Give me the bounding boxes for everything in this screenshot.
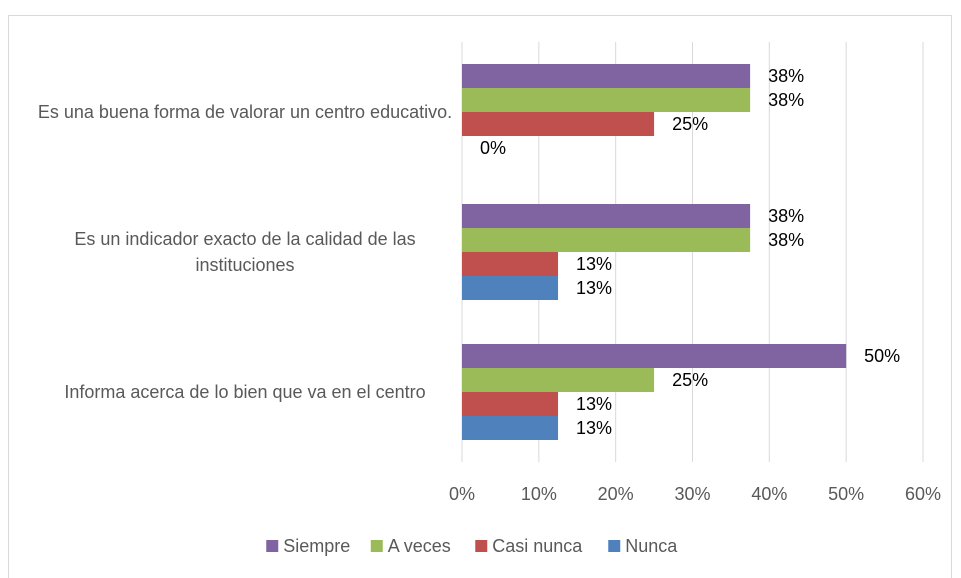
legend-swatch: [370, 540, 383, 552]
bar: [462, 392, 559, 416]
data-label: 50%: [864, 346, 900, 366]
bar: [462, 64, 751, 88]
bar: [462, 228, 751, 252]
bar: [462, 88, 751, 112]
x-tick-label: 10%: [521, 484, 557, 504]
legend-label: A veces: [388, 536, 451, 556]
bar: [462, 252, 559, 276]
x-tick-label: 50%: [828, 484, 864, 504]
data-label: 13%: [576, 278, 612, 298]
legend-swatch: [608, 540, 621, 552]
bar: [462, 204, 751, 228]
data-label: 38%: [768, 206, 804, 226]
data-label: 13%: [576, 394, 612, 414]
bar: [462, 416, 559, 440]
data-label: 38%: [768, 230, 804, 250]
data-label: 38%: [768, 66, 804, 86]
x-tick-label: 40%: [751, 484, 787, 504]
legend-swatch: [266, 540, 279, 552]
legend-swatch: [475, 540, 488, 552]
category-label: Informa acerca de lo bien que va en el c…: [64, 382, 426, 402]
data-label: 38%: [768, 90, 804, 110]
legend-label: Casi nunca: [492, 536, 583, 556]
bar: [462, 112, 655, 136]
chart-border: [8, 15, 952, 578]
bar: [462, 344, 847, 368]
legend-label: Siempre: [283, 536, 350, 556]
category-label: Es un indicador exacto de la calidad de …: [74, 229, 416, 275]
bar: [462, 276, 559, 300]
category-label: Es una buena forma de valorar un centro …: [37, 102, 453, 122]
data-label: 13%: [576, 254, 612, 274]
data-label: 13%: [576, 418, 612, 438]
data-label: 0%: [480, 138, 506, 158]
x-tick-label: 30%: [674, 484, 710, 504]
data-label: 25%: [672, 370, 708, 390]
x-tick-label: 60%: [905, 484, 941, 504]
x-tick-label: 20%: [598, 484, 634, 504]
data-label: 25%: [672, 114, 708, 134]
legend-label: Nunca: [625, 536, 678, 556]
bar: [462, 368, 655, 392]
x-tick-label: 0%: [449, 484, 475, 504]
